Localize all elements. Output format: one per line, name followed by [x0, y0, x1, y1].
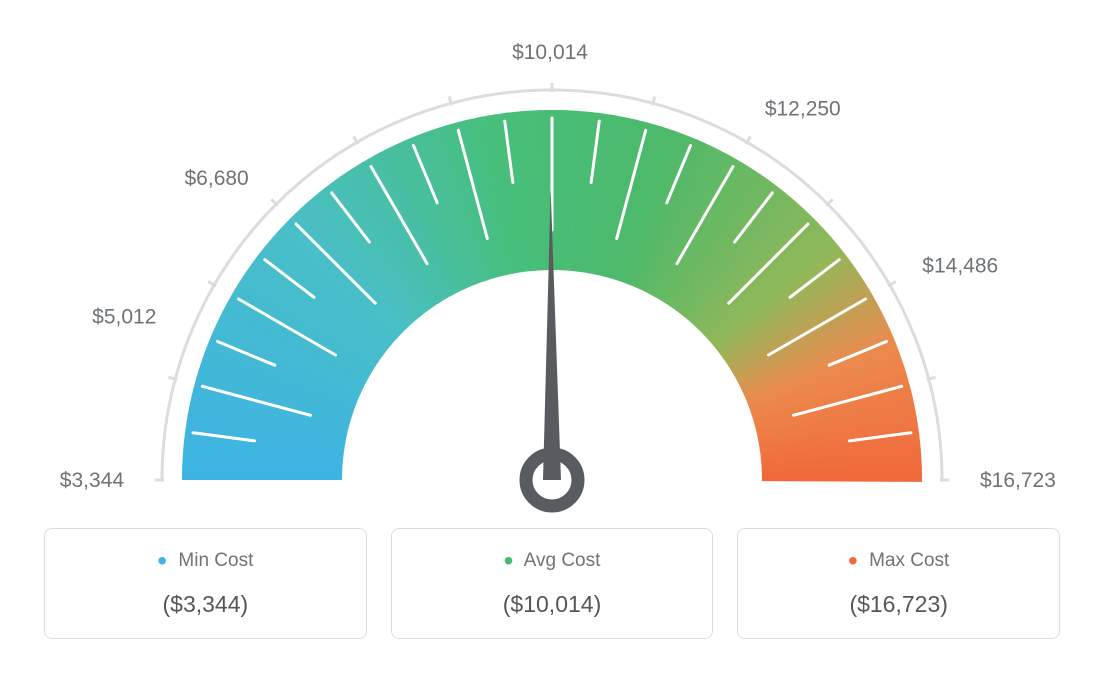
gauge-tick-label: $3,344	[60, 469, 125, 492]
dot-icon: •	[504, 545, 514, 576]
card-avg-label: • Avg Cost	[402, 547, 703, 575]
gauge-tick-label: $6,680	[185, 167, 249, 190]
card-min-label-text: Min Cost	[178, 550, 253, 571]
card-max-value: ($16,723)	[748, 591, 1049, 618]
card-max-cost: • Max Cost ($16,723)	[737, 528, 1060, 639]
card-avg-cost: • Avg Cost ($10,014)	[391, 528, 714, 639]
card-min-cost: • Min Cost ($3,344)	[44, 528, 367, 639]
card-avg-value: ($10,014)	[402, 591, 703, 618]
card-max-label-text: Max Cost	[869, 550, 949, 571]
gauge-tick-label: $5,012	[92, 306, 156, 329]
gauge-chart: $3,344 $5,012 $6,680 $10,014 $12,250 $14,486 $…	[22, 0, 1082, 520]
card-min-value: ($3,344)	[55, 591, 356, 618]
card-max-label: • Max Cost	[748, 547, 1049, 575]
gauge-tick-label: $16,723	[980, 469, 1056, 492]
legend-cards: • Min Cost ($3,344) • Avg Cost ($10,014)…	[22, 528, 1082, 639]
gauge-tick-label: $10,014	[512, 41, 588, 64]
gauge-tick-label: $12,250	[765, 98, 841, 121]
dot-icon: •	[157, 545, 167, 576]
dot-icon: •	[848, 545, 858, 576]
gauge-tick-label: $14,486	[922, 254, 998, 277]
card-min-label: • Min Cost	[55, 547, 356, 575]
card-avg-label-text: Avg Cost	[524, 550, 601, 571]
gauge-svg: $3,344 $5,012 $6,680 $10,014 $12,250 $14,486 $…	[22, 0, 1082, 520]
